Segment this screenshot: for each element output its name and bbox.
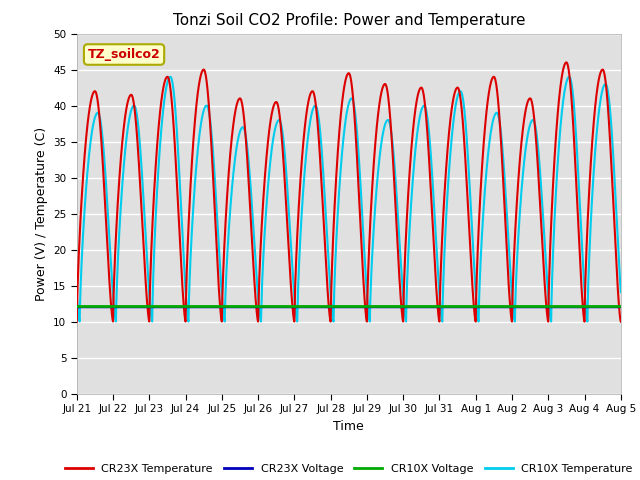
Y-axis label: Power (V) / Temperature (C): Power (V) / Temperature (C) <box>35 127 47 300</box>
Title: Tonzi Soil CO2 Profile: Power and Temperature: Tonzi Soil CO2 Profile: Power and Temper… <box>173 13 525 28</box>
Legend: CR23X Temperature, CR23X Voltage, CR10X Voltage, CR10X Temperature: CR23X Temperature, CR23X Voltage, CR10X … <box>60 459 637 478</box>
X-axis label: Time: Time <box>333 420 364 432</box>
Text: TZ_soilco2: TZ_soilco2 <box>88 48 161 61</box>
